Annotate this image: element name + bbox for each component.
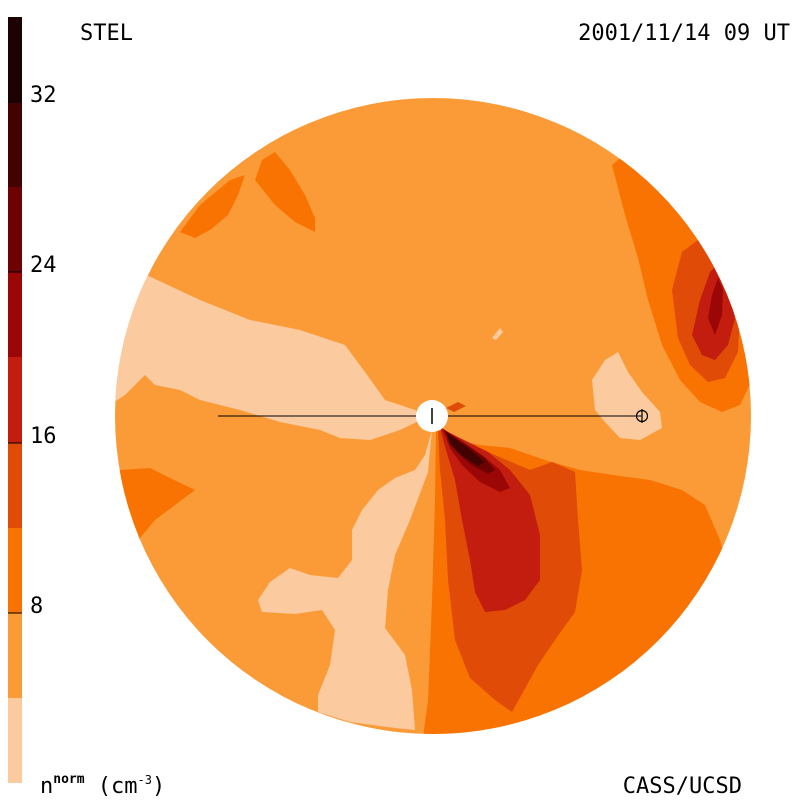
unit-open: (cm (84, 774, 138, 799)
colorbar-level-8 (8, 102, 22, 187)
sun-marker (416, 400, 448, 432)
streak-near-sun (446, 402, 466, 412)
colorbar-level-3 (8, 528, 22, 613)
source-label: STEL (80, 21, 133, 46)
medium-density-region-northwest (180, 175, 245, 238)
colorbar-tick-label-24: 24 (30, 253, 57, 278)
medium-density-region-north (255, 152, 315, 232)
unit-symbol: n (40, 774, 54, 799)
low-density-region-east (592, 352, 662, 440)
colorbar-unit-label: nnorm (cm-3) (40, 773, 166, 799)
colorbar-level-5 (8, 357, 22, 443)
low-density-region-west (115, 260, 425, 440)
colorbar-level-6 (8, 272, 22, 357)
core-density-region-innermost (446, 432, 485, 466)
colorbar-level-7 (8, 187, 22, 272)
core-density-region-east (708, 278, 723, 335)
low-density-region-south (258, 430, 432, 730)
peak-density-region-southeast (440, 428, 540, 612)
colorbar-level-2 (8, 613, 22, 698)
streak-north (492, 328, 503, 340)
colorbar-level-1 (8, 698, 22, 783)
colorbar-level-4 (8, 443, 22, 528)
colorbar-tick-label-32: 32 (30, 83, 57, 108)
earth-marker (635, 409, 649, 423)
colorbar-tick-label-8: 8 (30, 594, 44, 619)
credit-label: CASS/UCSD (622, 774, 742, 799)
colorbar-level-9 (8, 17, 22, 102)
timestamp-label: 2001/11/14 09 UT (578, 21, 790, 46)
unit-close: ) (152, 774, 166, 799)
colorbar-tick-label-16: 16 (30, 424, 57, 449)
unit-exponent: -3 (137, 773, 152, 787)
colorbar (8, 17, 22, 783)
unit-superscript: norm (53, 772, 85, 787)
